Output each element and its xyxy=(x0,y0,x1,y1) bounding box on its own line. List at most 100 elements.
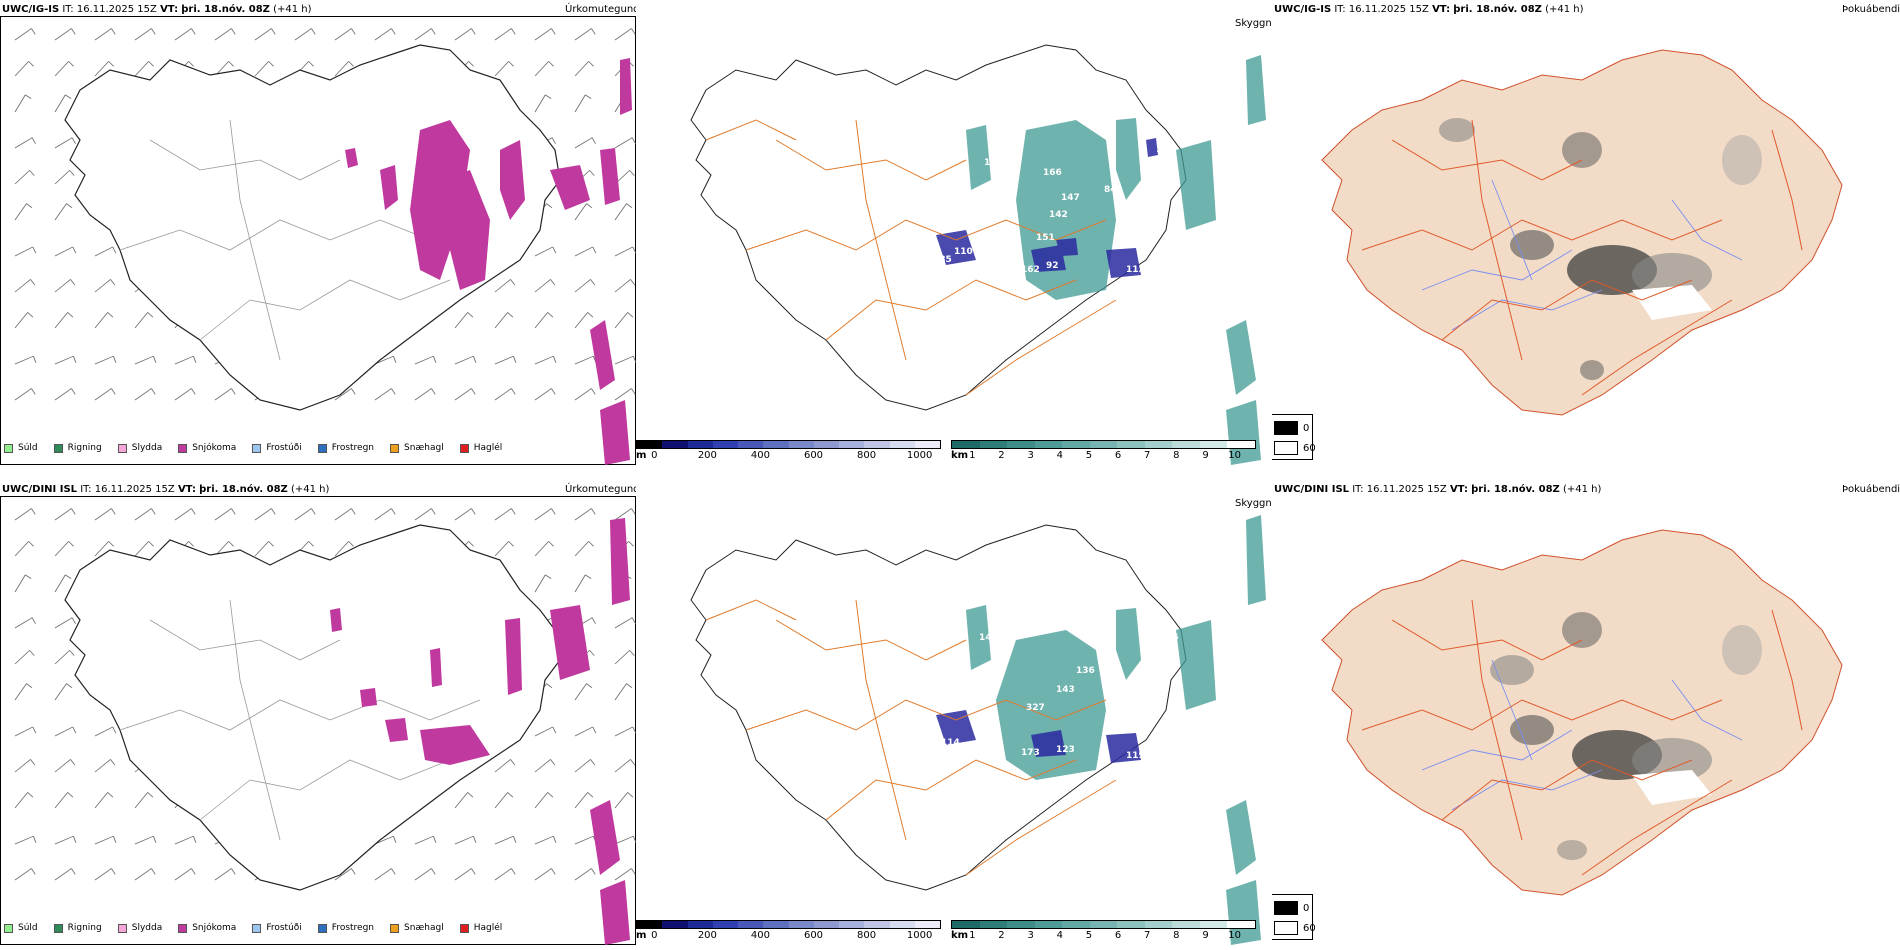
wind-barb xyxy=(14,868,32,881)
visibility-panel-bottom: 114 21 173 123 119 327 143 136 16 14 Skyggni m 0 20… xyxy=(636,480,1272,950)
wind-barb xyxy=(494,355,514,365)
colorbar-tick: 8 xyxy=(1173,450,1180,461)
it-label: IT: xyxy=(1334,4,1346,15)
title-top: UWC/IG-IS IT: 16.11.2025 15Z VT: þri. 18… xyxy=(2,4,312,15)
precip-panel-top: UWC/IG-IS IT: 16.11.2025 15Z VT: þri. 18… xyxy=(0,0,636,470)
wind-barb-feather xyxy=(71,508,76,515)
wind-barb xyxy=(14,355,34,365)
wind-barb-feather xyxy=(71,388,76,395)
wind-barb xyxy=(134,388,152,401)
roads-gray xyxy=(119,599,481,841)
wind-barb xyxy=(134,28,152,41)
visibility-panel-top: 186 110 185 162 92 113 151 142 147 841 166 148 18 136… xyxy=(636,0,1272,470)
wind-barb xyxy=(614,508,632,521)
summit-label: 185 xyxy=(933,255,952,265)
wind-barb-feather xyxy=(551,388,556,395)
wind-barb xyxy=(574,541,589,557)
wind-barb-feather xyxy=(268,541,274,547)
wind-barb xyxy=(574,726,594,737)
wind-barb-feather xyxy=(545,574,552,579)
colorbar-cell xyxy=(1144,441,1173,448)
elevation-colorbar: m 0 200 400 600 800 1000 xyxy=(636,440,941,468)
wind-barb xyxy=(534,246,554,257)
wind-barb xyxy=(14,388,32,401)
wind-barb-feather xyxy=(72,246,77,254)
coastline xyxy=(64,524,561,891)
wind-barb-feather xyxy=(632,726,636,734)
wind-barb xyxy=(614,388,632,401)
colorbar-cell xyxy=(1144,921,1173,928)
wind-barb xyxy=(574,868,592,881)
wind-barb-feather xyxy=(268,61,274,67)
wind-barb-feather xyxy=(586,683,593,689)
precip-type-label: Úrkomutegund xyxy=(565,484,636,495)
wind-barb-feather xyxy=(631,508,636,515)
wind-barb-feather xyxy=(588,541,594,547)
legend-swatch xyxy=(117,443,127,453)
colorbar-cell xyxy=(1062,441,1090,448)
wind-barb xyxy=(94,541,109,557)
title-bottom: UWC/DINI ISL IT: 16.11.2025 15Z VT: þri.… xyxy=(2,484,329,495)
colorbar-cell xyxy=(763,441,789,448)
summit-label: 110 xyxy=(954,247,973,257)
fog-panel-top: UWC/IG-IS IT: 16.11.2025 15Z VT: þri. 18… xyxy=(1272,0,1900,470)
wind-barb-feather xyxy=(433,836,437,843)
wind-barb-feather xyxy=(66,683,73,689)
fog-label: Þokuábendi xyxy=(1842,4,1900,15)
wind-barb xyxy=(494,508,512,521)
wind-barb-feather xyxy=(308,61,314,67)
summit-label: 151 xyxy=(1036,233,1055,243)
precip-legend-item: Rigning xyxy=(53,443,102,453)
wind-barb xyxy=(294,508,312,521)
wind-barb xyxy=(254,508,272,521)
legend-label: Snjókoma xyxy=(192,443,237,453)
wind-barb-feather xyxy=(65,94,72,99)
wind-barb xyxy=(334,388,352,401)
wind-barb xyxy=(94,759,111,773)
wind-barb xyxy=(574,279,591,293)
wind-barb-feather xyxy=(228,61,234,67)
wind-barb-feather xyxy=(28,541,34,547)
fog-shading xyxy=(1490,612,1762,860)
wind-barb xyxy=(14,835,34,845)
wind-barb-feather xyxy=(551,868,556,875)
visibility-colorbar: km 1 2 3 4 5 6 7 8 9 10 xyxy=(951,440,1256,468)
legend-label: Slydda xyxy=(131,923,163,933)
wind-barb-feather xyxy=(68,541,74,547)
wind-barb xyxy=(614,792,628,809)
wind-barb xyxy=(494,835,514,845)
wind-barb xyxy=(214,28,232,41)
summit-label: 114 xyxy=(941,738,960,748)
wind-barb-feather xyxy=(590,759,596,766)
roads xyxy=(1361,599,1803,876)
it-value: 16.11.2025 15Z xyxy=(94,484,175,495)
summit-label: 186 xyxy=(901,265,920,275)
wind-barb-feather xyxy=(507,792,514,798)
colorbar-tick: 800 xyxy=(857,450,877,461)
precip-legend-item: Haglél xyxy=(459,443,502,453)
wind-barb xyxy=(614,759,631,773)
wind-barb-feather xyxy=(631,617,636,624)
colorbar-cell xyxy=(1199,921,1228,928)
wind-barb-feather xyxy=(148,61,154,67)
wind-barb xyxy=(334,868,352,881)
wind-barb xyxy=(54,835,74,845)
wind-barb xyxy=(54,868,72,881)
summit-label: 142 xyxy=(1049,210,1068,220)
legend-swatch xyxy=(317,443,327,453)
wind-barb-feather xyxy=(69,170,75,176)
wind-barb-feather xyxy=(191,388,196,395)
legend-label: Snjókoma xyxy=(192,923,237,933)
wind-barb xyxy=(494,61,509,77)
wind-barb-feather xyxy=(147,312,154,318)
colorbar-cell xyxy=(788,921,814,928)
colorbar-cell xyxy=(952,441,980,448)
wind-barb xyxy=(54,279,71,293)
colorbar-tick: 10 xyxy=(1228,930,1242,941)
wind-barb xyxy=(494,388,512,401)
summit-label: 147 xyxy=(1061,193,1080,203)
wind-barb xyxy=(374,388,392,401)
fog-map xyxy=(1321,49,1843,416)
rivers xyxy=(1421,659,1743,811)
